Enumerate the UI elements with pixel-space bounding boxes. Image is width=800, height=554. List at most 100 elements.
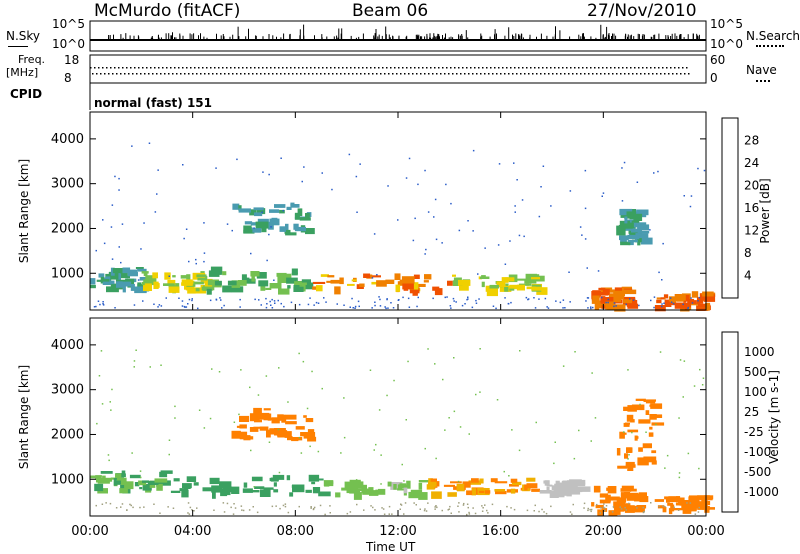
power-cell [291, 268, 298, 275]
power-speckle [514, 211, 516, 213]
velocity-speckle [475, 393, 477, 396]
freq-dot [106, 67, 108, 69]
power-cell [227, 280, 237, 286]
power-ground-speck [698, 296, 701, 299]
nave-dot [376, 73, 378, 75]
power-cell [597, 300, 606, 309]
power-cell [683, 295, 690, 300]
velocity-speckle [174, 417, 176, 419]
power-speckle [140, 248, 142, 250]
velocity-colorbar-tick: -100 [744, 445, 771, 459]
velocity-cell [397, 484, 403, 490]
power-ground-speck [221, 307, 223, 309]
velocity-cell [689, 499, 700, 507]
velocity-cell [211, 485, 223, 493]
velocity-cell [270, 477, 279, 482]
velocity-ground-speck [506, 505, 508, 508]
freq-dot [434, 67, 436, 69]
velocity-cell [426, 484, 435, 490]
velocity-cell [447, 492, 457, 497]
power-speckle [472, 230, 474, 232]
velocity-cell [546, 486, 550, 491]
velocity-ground-speck [95, 504, 97, 507]
freq-dot [366, 67, 368, 69]
freq-dot [578, 67, 580, 69]
freq-dot [318, 67, 320, 69]
velocity-cell [251, 476, 263, 482]
velocity-ground-speck [346, 512, 349, 515]
power-ground-speck [432, 297, 434, 300]
power-ground-speck [209, 299, 212, 302]
freq-dot [462, 67, 464, 69]
power-cell [605, 290, 610, 296]
nave-dot [184, 73, 186, 75]
freq-dot [326, 67, 328, 69]
power-cell [608, 293, 620, 299]
nave-dot [168, 73, 170, 75]
velocity-ground-speck [319, 504, 322, 507]
power-ground-speck [586, 297, 589, 299]
velocity-cell [549, 491, 559, 498]
nave-dot [584, 73, 586, 75]
velocity-speckle [107, 454, 110, 456]
velocity-ground-speck [686, 502, 688, 504]
power-speckle [321, 172, 323, 174]
power-cell [241, 274, 247, 281]
power-cell [284, 229, 291, 234]
power-ground-speck [450, 307, 452, 309]
power-cell [278, 288, 290, 295]
power-ground-speck [547, 307, 550, 309]
power-ground-speck [271, 298, 273, 301]
velocity-speckle [380, 454, 382, 456]
freq-dot [122, 67, 124, 69]
power-speckle [540, 186, 542, 188]
freq-dot [162, 67, 164, 69]
velocity-speckle [375, 443, 377, 446]
velocity-cell [254, 419, 262, 423]
velocity-cell [635, 398, 646, 401]
nave-dot [652, 73, 654, 75]
freq-dot [114, 67, 116, 69]
power-speckle [538, 215, 541, 218]
nave-dot [484, 73, 486, 75]
freq-dot [642, 67, 644, 69]
power-speckle [504, 263, 507, 265]
power-speckle [102, 219, 104, 221]
nave-dot [568, 73, 570, 75]
velocity-cell [242, 488, 253, 493]
power-speckle [703, 169, 706, 172]
power-cell [312, 281, 326, 284]
velocity-speckle [407, 360, 409, 363]
nave-dot [408, 73, 410, 75]
power-cell [626, 211, 640, 216]
velocity-cell [273, 482, 277, 487]
velocity-cell [625, 461, 635, 467]
power-cell [196, 274, 207, 278]
freq-dot [646, 67, 648, 69]
power-cell [640, 237, 653, 245]
velocity-ground-speck [612, 506, 615, 508]
power-ground-speck [178, 297, 180, 299]
velocity-cell [599, 499, 611, 504]
power-cell [623, 289, 637, 295]
power-ground-speck [102, 304, 105, 306]
power-cell [90, 278, 96, 285]
velocity-ground-speck [282, 504, 285, 507]
velocity-ground-speck [143, 506, 145, 508]
velocity-speckle [98, 375, 101, 377]
power-cell [631, 220, 640, 223]
power-cell [668, 302, 682, 306]
velocity-cell [272, 474, 285, 480]
velocity-cell [562, 484, 566, 489]
power-ground-speck [343, 304, 345, 306]
velocity-speckle [693, 385, 696, 387]
velocity-cell [617, 465, 627, 469]
power-cell [664, 299, 672, 307]
velocity-cell [561, 483, 571, 490]
power-cell [141, 271, 149, 274]
nave-dot [236, 73, 238, 75]
velocity-ground-speck [370, 505, 372, 507]
velocity-cell [318, 491, 331, 497]
velocity-cell [559, 489, 572, 492]
